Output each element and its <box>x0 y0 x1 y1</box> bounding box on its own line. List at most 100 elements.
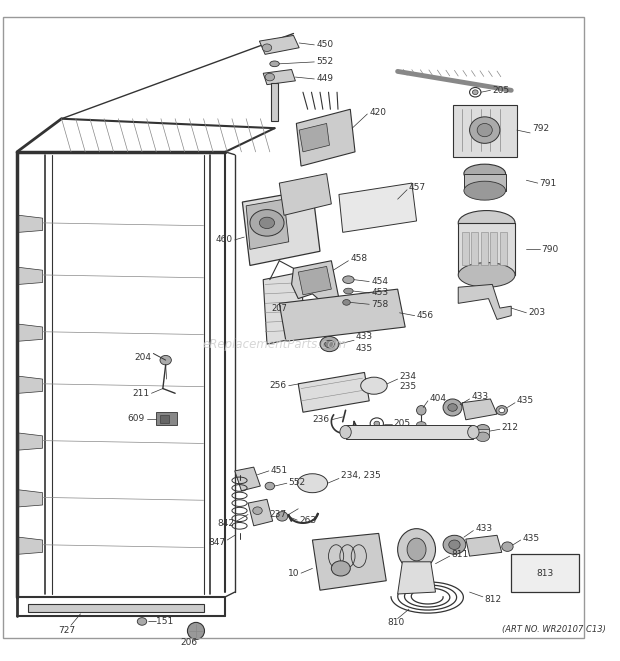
Polygon shape <box>19 267 43 284</box>
Text: 450: 450 <box>316 40 334 50</box>
Text: 792: 792 <box>532 124 549 133</box>
Polygon shape <box>279 289 405 341</box>
Ellipse shape <box>370 418 383 429</box>
Text: 454: 454 <box>371 277 388 286</box>
Ellipse shape <box>320 336 339 352</box>
Bar <box>345 426 473 439</box>
Text: 211: 211 <box>133 389 149 398</box>
Bar <box>490 232 497 266</box>
Bar <box>464 174 505 190</box>
Ellipse shape <box>297 474 327 492</box>
Ellipse shape <box>477 124 492 137</box>
Text: 449: 449 <box>316 75 333 83</box>
Ellipse shape <box>374 421 379 426</box>
Bar <box>476 429 489 437</box>
Bar <box>160 415 169 422</box>
Ellipse shape <box>160 356 171 365</box>
Bar <box>471 232 478 266</box>
Polygon shape <box>397 562 435 594</box>
Ellipse shape <box>265 483 275 490</box>
Ellipse shape <box>496 406 507 415</box>
Polygon shape <box>242 190 320 266</box>
Text: 256: 256 <box>270 381 287 390</box>
Ellipse shape <box>502 542 513 551</box>
Polygon shape <box>279 174 331 215</box>
Ellipse shape <box>458 211 515 235</box>
Text: 435: 435 <box>523 533 540 543</box>
Ellipse shape <box>250 210 284 236</box>
Polygon shape <box>298 372 370 412</box>
Bar <box>512 554 580 592</box>
Ellipse shape <box>343 276 354 284</box>
Polygon shape <box>296 109 355 166</box>
Ellipse shape <box>340 426 352 439</box>
Ellipse shape <box>443 399 462 416</box>
Ellipse shape <box>458 262 515 288</box>
Polygon shape <box>264 272 305 344</box>
Text: 205: 205 <box>394 419 411 428</box>
Polygon shape <box>291 260 339 306</box>
Ellipse shape <box>464 164 505 183</box>
Ellipse shape <box>467 426 479 439</box>
Text: 790: 790 <box>541 245 559 254</box>
Bar <box>156 412 177 426</box>
Bar <box>500 232 507 266</box>
Text: 404: 404 <box>430 395 447 403</box>
Ellipse shape <box>448 404 458 411</box>
Polygon shape <box>19 376 43 393</box>
Text: (ART NO. WR20107 C13): (ART NO. WR20107 C13) <box>502 625 606 635</box>
Text: 552: 552 <box>316 58 334 66</box>
Ellipse shape <box>265 73 275 81</box>
Polygon shape <box>312 533 386 590</box>
Text: 810: 810 <box>387 618 404 627</box>
Ellipse shape <box>476 424 489 434</box>
Text: 458: 458 <box>350 254 368 263</box>
Ellipse shape <box>277 512 288 521</box>
Ellipse shape <box>443 535 466 554</box>
Text: 433: 433 <box>476 524 492 533</box>
Ellipse shape <box>464 181 505 200</box>
Ellipse shape <box>361 377 388 394</box>
Text: 206: 206 <box>181 638 198 646</box>
Text: eReplacementParts.com: eReplacementParts.com <box>202 338 347 350</box>
Ellipse shape <box>325 340 334 348</box>
Polygon shape <box>339 183 417 232</box>
Text: 847: 847 <box>208 538 225 547</box>
Bar <box>458 223 515 275</box>
Text: 263: 263 <box>299 516 316 525</box>
Text: 10: 10 <box>288 568 299 578</box>
Ellipse shape <box>417 422 426 428</box>
Ellipse shape <box>472 90 478 95</box>
Polygon shape <box>458 284 512 319</box>
Polygon shape <box>466 535 502 556</box>
Text: 451: 451 <box>271 467 288 475</box>
Polygon shape <box>264 69 295 85</box>
Polygon shape <box>19 324 43 341</box>
Ellipse shape <box>253 507 262 514</box>
Text: 207: 207 <box>272 303 287 313</box>
Ellipse shape <box>476 432 489 442</box>
Text: 609: 609 <box>128 414 145 423</box>
Polygon shape <box>259 36 299 54</box>
Text: 457: 457 <box>409 183 426 192</box>
Polygon shape <box>19 433 43 450</box>
Text: 813: 813 <box>537 568 554 578</box>
Bar <box>271 83 278 120</box>
Ellipse shape <box>270 61 279 67</box>
Polygon shape <box>19 490 43 507</box>
Bar <box>29 604 203 612</box>
Text: 234, 235: 234, 235 <box>341 471 381 480</box>
Ellipse shape <box>259 217 275 229</box>
Text: 236: 236 <box>312 415 329 424</box>
Text: 460: 460 <box>216 235 233 245</box>
Ellipse shape <box>469 87 481 97</box>
Text: 456: 456 <box>417 311 433 320</box>
Text: 204: 204 <box>135 353 151 362</box>
Text: 212: 212 <box>502 423 519 432</box>
Ellipse shape <box>343 288 353 294</box>
Text: 435: 435 <box>517 397 534 405</box>
Text: 727: 727 <box>59 627 76 635</box>
Text: 811: 811 <box>451 550 469 559</box>
Ellipse shape <box>187 623 205 639</box>
Polygon shape <box>248 499 273 525</box>
